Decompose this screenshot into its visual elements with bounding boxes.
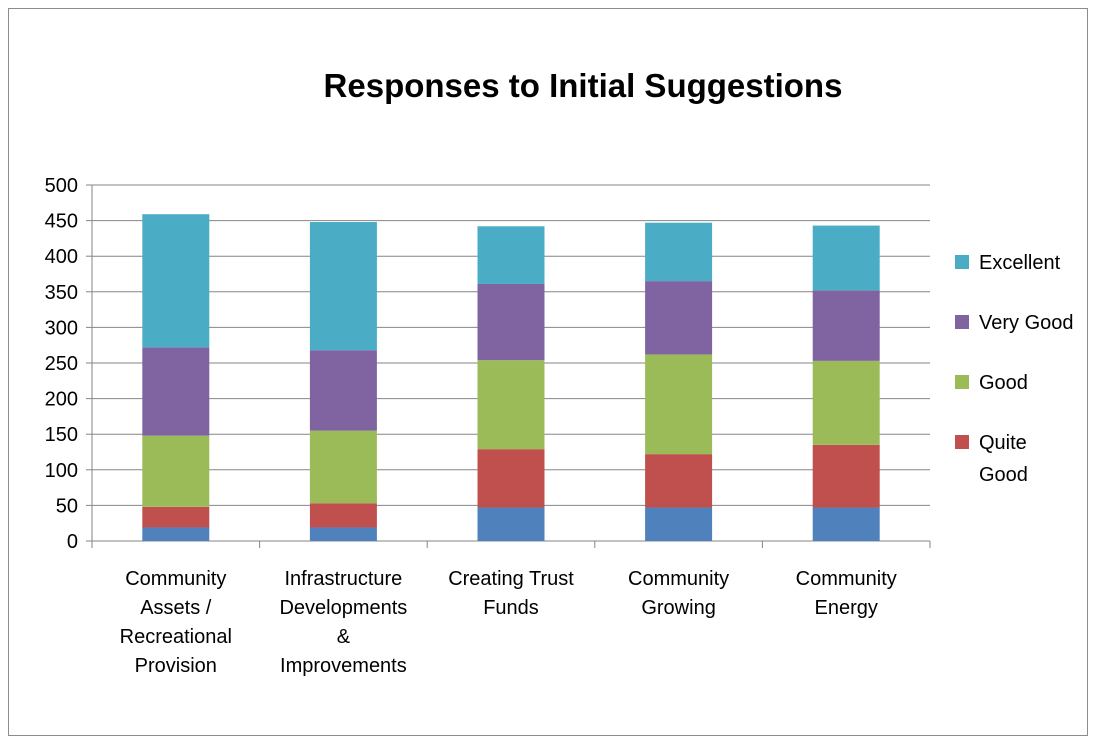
legend: Excellent Very Good Good Quite Good — [955, 252, 1074, 486]
bar-segment — [309, 527, 377, 541]
x-tick-label: Community — [125, 568, 226, 590]
x-tick-label: Funds — [483, 597, 539, 619]
bar-segment — [477, 507, 545, 541]
axes: 0 50 100 150 200 250 300 350 400 450 500 Community A… — [45, 175, 931, 677]
y-tick-label: 300 — [45, 317, 78, 339]
x-tick-label: Assets / — [140, 597, 212, 619]
bars — [142, 214, 880, 541]
bar-segment — [142, 435, 210, 507]
bar-segment — [645, 454, 713, 508]
legend-swatch — [955, 315, 969, 329]
x-tick-label: & — [337, 626, 351, 648]
x-tick-label: Improvements — [280, 655, 407, 677]
x-tick-label: Community — [796, 568, 897, 590]
y-tick-label: 450 — [45, 211, 78, 233]
legend-label: Good — [979, 464, 1028, 486]
bar-segment — [812, 444, 880, 508]
chart-title: Responses to Initial Suggestions — [324, 67, 843, 104]
legend-swatch — [955, 255, 969, 269]
bar-segment — [645, 507, 713, 541]
bar-segment — [812, 290, 880, 361]
bar-segment — [309, 350, 377, 431]
y-tick-label: 400 — [45, 246, 78, 268]
y-tick-label: 0 — [67, 531, 78, 553]
bar-segment — [477, 226, 545, 284]
legend-swatch — [955, 375, 969, 389]
bar-segment — [142, 347, 210, 436]
bar-segment — [477, 449, 545, 508]
y-tick-label: 200 — [45, 389, 78, 411]
bar-segment — [309, 222, 377, 351]
x-tick-label: Growing — [641, 597, 715, 619]
bar-segment — [142, 214, 210, 348]
x-tick-label: Infrastructure — [284, 568, 402, 590]
bar-segment — [309, 503, 377, 528]
x-tick-label: Provision — [135, 655, 217, 677]
y-tick-label: 350 — [45, 282, 78, 304]
x-tick-label: Community — [628, 568, 729, 590]
bar-segment — [142, 527, 210, 541]
x-tick-label: Creating Trust — [448, 568, 574, 590]
y-tick-label: 150 — [45, 424, 78, 446]
legend-label: Excellent — [979, 252, 1061, 274]
bar-segment — [645, 222, 713, 282]
legend-label: Very Good — [979, 312, 1074, 334]
bar-segment — [812, 360, 880, 445]
chart-frame: Responses to Initial Suggestions 0 50 100 1… — [8, 8, 1088, 736]
legend-label: Quite — [979, 432, 1027, 454]
bar-segment — [309, 430, 377, 504]
bar-segment — [812, 507, 880, 541]
bar-segment — [645, 354, 713, 455]
bar-segment — [812, 225, 880, 291]
chart-canvas: Responses to Initial Suggestions 0 50 100 1… — [45, 67, 1074, 677]
y-tick-label: 500 — [45, 175, 78, 197]
bar-segment — [142, 506, 210, 528]
legend-label: Good — [979, 372, 1028, 394]
y-tick-label: 250 — [45, 353, 78, 375]
x-tick-label: Developments — [279, 597, 407, 619]
legend-swatch — [955, 435, 969, 449]
bar-segment — [477, 283, 545, 361]
bar-segment — [477, 360, 545, 450]
y-tick-label: 100 — [45, 460, 78, 482]
y-tick-label: 50 — [56, 495, 78, 517]
bar-segment — [645, 281, 713, 355]
x-tick-label: Energy — [815, 597, 878, 619]
x-tick-label: Recreational — [120, 626, 232, 648]
